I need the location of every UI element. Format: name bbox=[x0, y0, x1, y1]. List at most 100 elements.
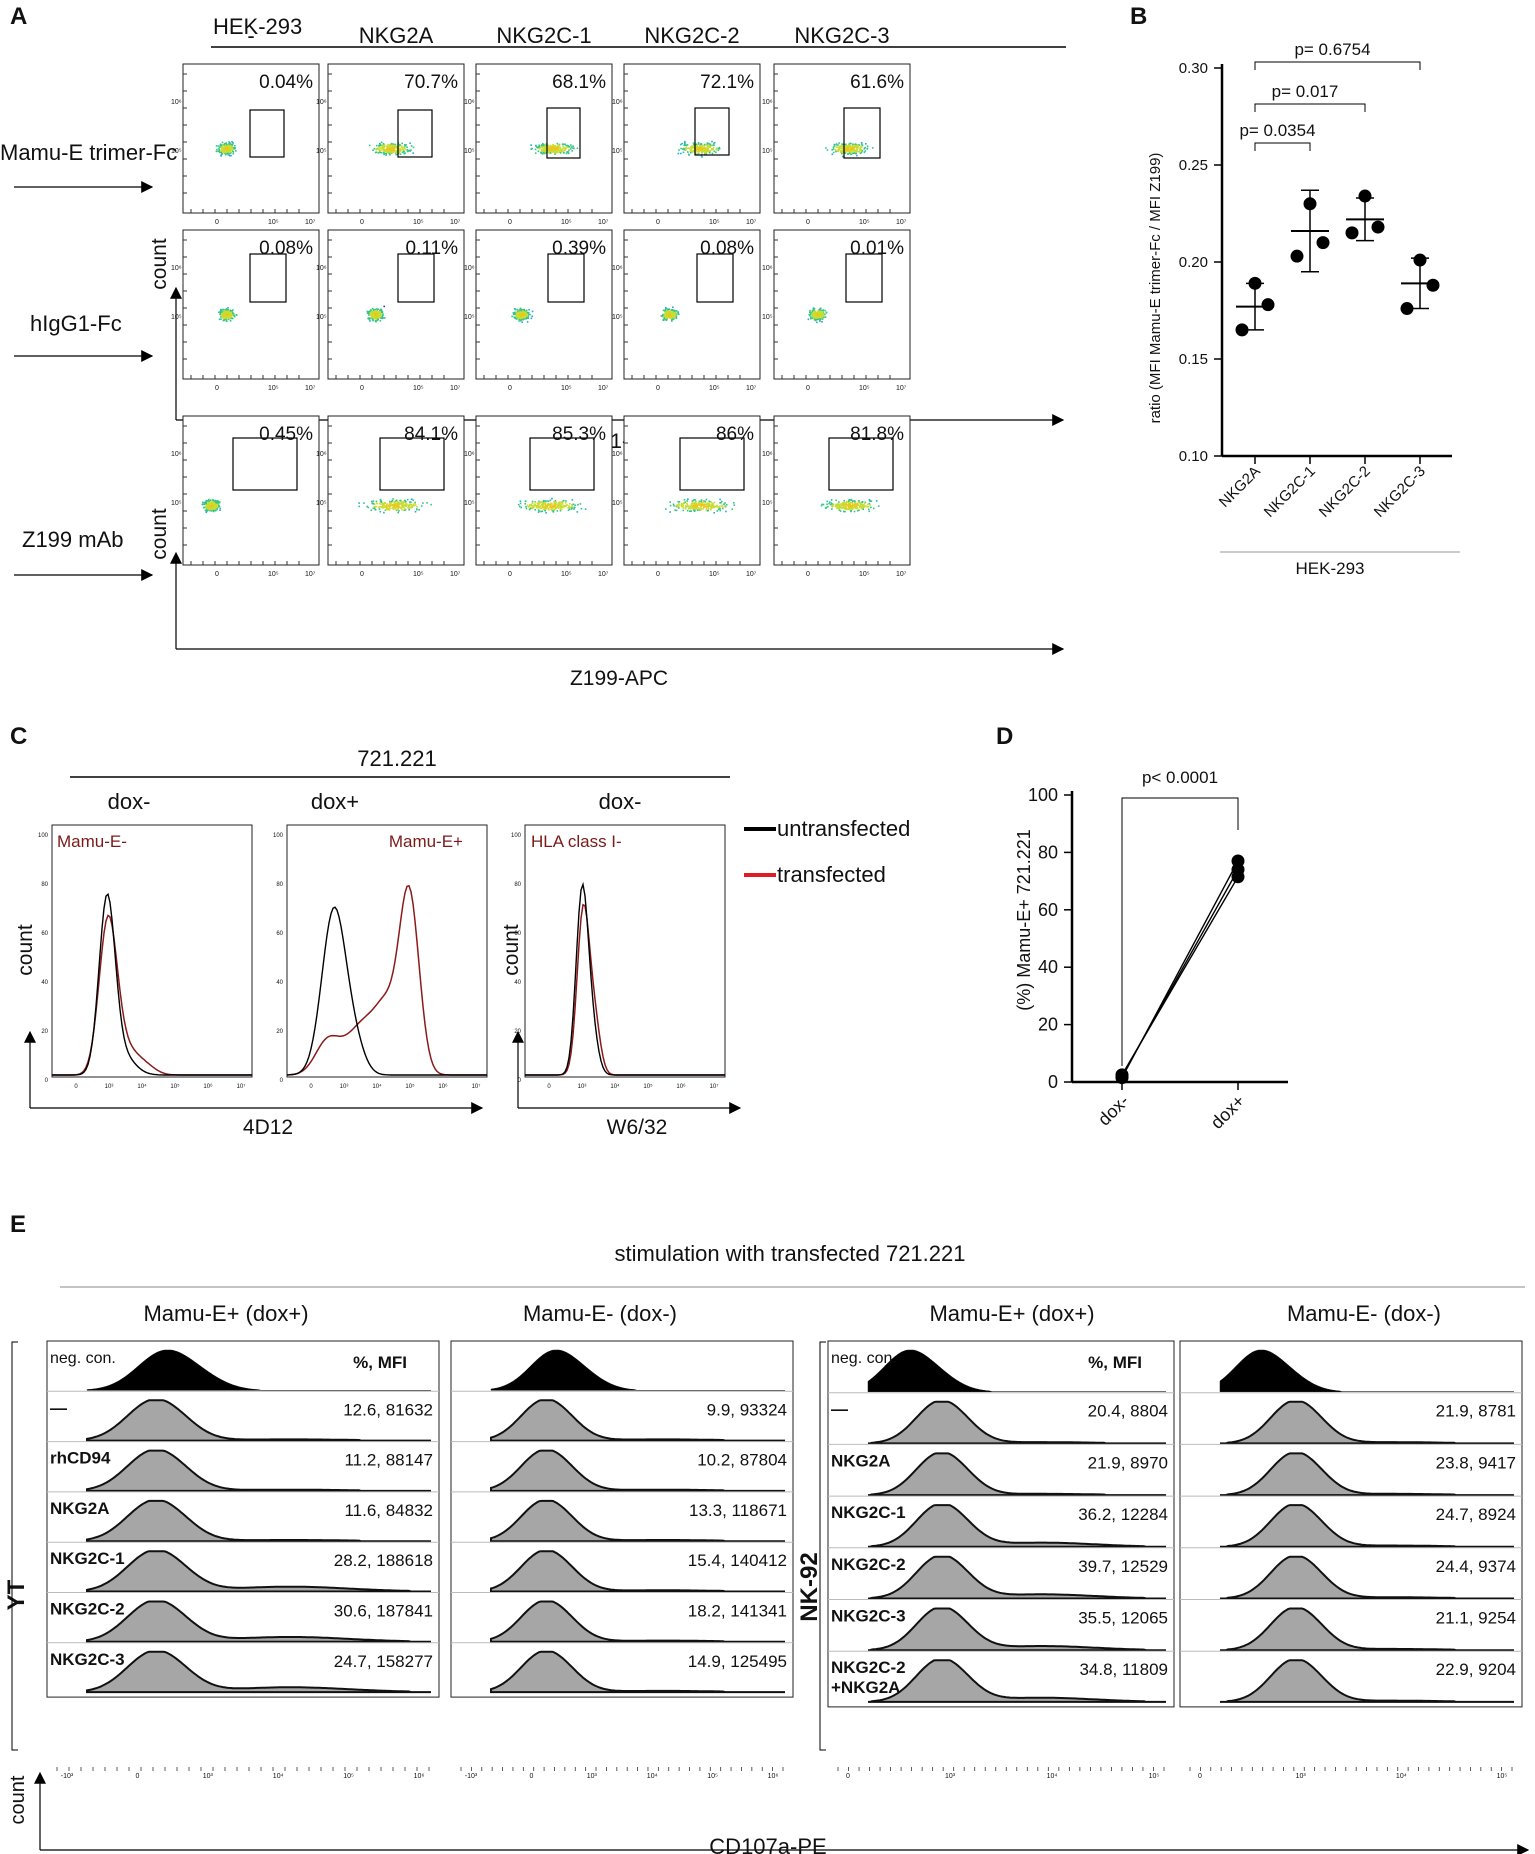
column-header-3: NKG2C-1 bbox=[496, 23, 591, 48]
e-sample-histogram bbox=[490, 1399, 785, 1442]
xtick-1e5: 10⁵ bbox=[859, 571, 870, 578]
e-xtick: 10⁵ bbox=[1497, 1773, 1508, 1780]
c-xtick: 10⁶ bbox=[676, 1083, 686, 1090]
flow-axes: 10⁶ 10⁵ 0 10⁵ 10⁷ bbox=[464, 425, 609, 578]
flow-plot-r3-c2: 10⁶ 10⁵ 0 10⁵ 10⁷ 84.1% bbox=[316, 415, 465, 578]
b-ytick-label: 0.15 bbox=[1179, 351, 1208, 368]
e-axis-ticks: -10³ 0 10³ 10⁴ 10⁵ 10⁶ bbox=[460, 1767, 784, 1780]
c-xtick: 10³ bbox=[340, 1084, 349, 1090]
xtick-0: 0 bbox=[215, 385, 219, 392]
flow-plot-r2-c2: 10⁶ 10⁵ 0 10⁵ 10⁷ 0.11% bbox=[316, 229, 465, 392]
c-ytick: 100 bbox=[273, 833, 284, 839]
e-sample-histogram bbox=[490, 1550, 785, 1593]
panel-e: stimulation with transfected 721.221 YT … bbox=[3, 1241, 1530, 1854]
b-sig-bracket bbox=[1254, 103, 1366, 112]
d-ytick-label: 60 bbox=[1038, 900, 1058, 920]
e-neg-con-label: neg. con. bbox=[831, 1350, 897, 1367]
gate-percentage: 0.04% bbox=[259, 72, 313, 93]
flow-frame bbox=[773, 229, 911, 380]
panel-b-plot: 0.10 0.15 0.20 0.25 0.30 NKG2ANKG2C-1NKG2C-2N… bbox=[1179, 40, 1452, 521]
e-xtick: 0 bbox=[529, 1773, 533, 1780]
flow-gate bbox=[379, 437, 445, 491]
ytick-1e5: 10⁵ bbox=[612, 500, 623, 507]
flow-plot-r3-c5: 10⁶ 10⁵ 0 10⁵ 10⁷ 81.8% bbox=[762, 415, 911, 578]
xtick-1e5: 10⁵ bbox=[561, 571, 572, 578]
ytick-1e6: 10⁶ bbox=[316, 451, 327, 458]
e-neg-control-histogram bbox=[86, 1349, 431, 1391]
e-pct-mfi-value: 12.6, 81632 bbox=[343, 1400, 433, 1419]
e-axis-ticks: -10³ 0 10³ 10⁴ 10⁵ 10⁶ bbox=[56, 1767, 430, 1780]
xtick-1e7: 10⁷ bbox=[305, 219, 316, 226]
xtick-1e5: 10⁵ bbox=[413, 571, 424, 578]
e-xtick: 10⁴ bbox=[273, 1773, 284, 1780]
gate-percentage: 61.6% bbox=[850, 72, 904, 93]
panel-c-ylabel-left: count bbox=[14, 924, 37, 976]
e-row-label: NKG2A bbox=[50, 1499, 110, 1518]
e-row-label: — bbox=[831, 1400, 848, 1419]
e-pct-mfi-value: 13.3, 118671 bbox=[689, 1501, 787, 1520]
e-pct-mfi-value: 34.8, 11809 bbox=[1079, 1660, 1168, 1679]
panel-label-b: B bbox=[1130, 3, 1147, 30]
flow-frame bbox=[327, 229, 465, 380]
c-xtick: 10³ bbox=[578, 1084, 587, 1090]
e-pct-mfi-value: 11.2, 88147 bbox=[344, 1451, 433, 1470]
ytick-1e6: 10⁶ bbox=[762, 99, 773, 106]
xtick-1e5: 10⁵ bbox=[709, 219, 720, 226]
c-xtick: 10⁷ bbox=[237, 1083, 246, 1090]
flow-plot-r3-c1: 10⁶ 10⁵ 0 10⁵ 10⁷ 0.45% bbox=[171, 415, 320, 578]
e-sample-histogram bbox=[1220, 1659, 1514, 1703]
dynamic-marks: - 10⁶ 10⁵ 0 10⁵ 10⁷ 0.04% NKG2A 10⁶ 10⁵ 0 10⁵ 10⁷ 70.… bbox=[38, 23, 1523, 1780]
xtick-0: 0 bbox=[360, 385, 364, 392]
e-sample-histogram bbox=[1220, 1504, 1514, 1548]
c-xtick: 0 bbox=[547, 1084, 551, 1090]
e-xtick: 10⁶ bbox=[768, 1773, 779, 1780]
flow-axes: 10⁶ 10⁵ 0 10⁵ 10⁷ bbox=[762, 425, 907, 578]
e-pct-mfi-value: 22.9, 9204 bbox=[1436, 1660, 1516, 1679]
flow-axes: 10⁶ 10⁵ 0 10⁵ 10⁷ bbox=[316, 73, 461, 226]
panel-c-cond-2: dox+ bbox=[311, 789, 359, 814]
xtick-1e7: 10⁷ bbox=[896, 571, 907, 578]
b-ytick-label: 0.10 bbox=[1179, 448, 1208, 465]
gate-percentage: 86% bbox=[716, 424, 754, 445]
e-sample-histogram bbox=[86, 1499, 431, 1543]
d-sig-bracket bbox=[1121, 797, 1239, 1066]
c-ytick: 40 bbox=[276, 980, 283, 986]
flow-events bbox=[366, 305, 386, 323]
flow-events bbox=[530, 142, 579, 155]
e-row-label: NKG2C-2 bbox=[831, 1555, 906, 1574]
c-axes: 100 80 60 40 20 0 0 10³ 10⁴ 10⁵ 10⁶ 10⁷ bbox=[511, 833, 718, 1090]
c-frame bbox=[524, 824, 726, 1078]
flow-events bbox=[825, 142, 874, 158]
panel-c-cell-line: 721.221 bbox=[357, 746, 437, 771]
e-xtick: 10⁵ bbox=[1149, 1773, 1160, 1780]
flow-axes: 10⁶ 10⁵ 0 10⁵ 10⁷ bbox=[612, 73, 757, 226]
xtick-0: 0 bbox=[656, 219, 660, 226]
xtick-0: 0 bbox=[215, 571, 219, 578]
b-ytick-label: 0.20 bbox=[1179, 254, 1208, 271]
b-data-point bbox=[1303, 197, 1317, 211]
c-ytick: 60 bbox=[41, 931, 48, 937]
c-ytick: 40 bbox=[41, 980, 48, 986]
e-row-label: NKG2C-2 bbox=[50, 1600, 125, 1619]
flow-frame bbox=[475, 229, 613, 380]
b-xtick-label: NKG2C-3 bbox=[1371, 463, 1429, 521]
e-xtick: 0 bbox=[1198, 1773, 1202, 1780]
e-xtick: 0 bbox=[846, 1773, 850, 1780]
e-xtick: 10³ bbox=[203, 1773, 214, 1780]
d-ytick-label: 0 bbox=[1048, 1072, 1058, 1092]
flow-axes: 10⁶ 10⁵ 0 10⁵ 10⁷ bbox=[171, 73, 316, 226]
ytick-1e6: 10⁶ bbox=[762, 451, 773, 458]
b-data-point bbox=[1235, 323, 1249, 337]
xtick-0: 0 bbox=[806, 219, 810, 226]
ytick-1e5: 10⁵ bbox=[762, 314, 773, 321]
e-neg-control-histogram bbox=[867, 1349, 1166, 1392]
ytick-1e5: 10⁵ bbox=[464, 148, 475, 155]
e-neg-control-histogram bbox=[1219, 1349, 1514, 1392]
panel-label-c: C bbox=[10, 723, 27, 750]
flow-events bbox=[201, 498, 222, 514]
ytick-1e5: 10⁵ bbox=[171, 314, 182, 321]
flow-gate bbox=[845, 253, 883, 303]
ytick-1e5: 10⁵ bbox=[762, 500, 773, 507]
e-row-label: NKG2C-3 bbox=[50, 1650, 125, 1669]
column-header-2: NKG2A bbox=[359, 23, 434, 48]
